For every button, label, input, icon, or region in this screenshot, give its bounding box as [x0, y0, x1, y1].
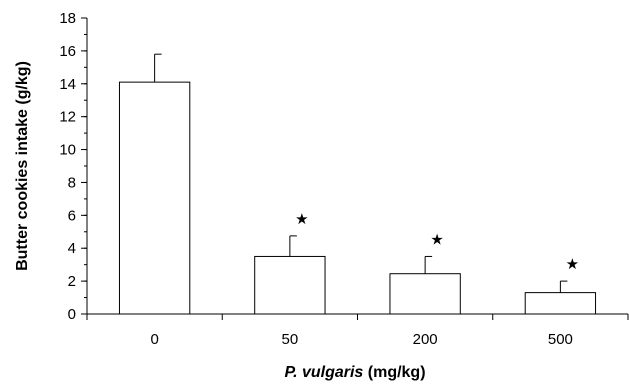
significance-star: ★	[566, 255, 579, 273]
bar	[524, 292, 597, 315]
y-tick-label: 6	[68, 207, 76, 224]
x-tick-label: 50	[282, 331, 299, 348]
y-tick-label: 2	[68, 273, 76, 290]
y-tick-label: 0	[68, 306, 76, 323]
x-axis: 0 50 200 500	[86, 313, 629, 348]
bar	[389, 273, 461, 315]
y-tick-label: 12	[59, 109, 76, 126]
y-tick-label: 16	[59, 43, 76, 60]
y-tick-label: 14	[59, 76, 76, 93]
x-axis-title: P. vulgaris (mg/kg)	[284, 364, 425, 381]
y-tick-label: 18	[59, 10, 76, 27]
x-axis-title-unit: (mg/kg)	[363, 364, 425, 381]
x-tick-label: 0	[150, 331, 158, 348]
y-tick-label: 8	[68, 174, 76, 191]
x-tick-label: 200	[413, 331, 438, 348]
y-tick-label: 10	[59, 142, 76, 159]
bars	[118, 81, 597, 315]
y-tick-label: 4	[68, 240, 76, 257]
significance-star: ★	[295, 210, 308, 228]
significance-markers: ★ ★ ★	[295, 210, 579, 273]
bar	[254, 255, 326, 315]
significance-star: ★	[430, 230, 443, 248]
y-axis-title: Butter cookies intake (g/kg)	[14, 61, 31, 271]
error-bars	[154, 53, 568, 293]
bar	[118, 81, 191, 315]
x-tick-label: 500	[548, 331, 573, 348]
y-axis: 0 2 4 6 8 10 12 14 16 18	[59, 10, 88, 323]
x-axis-title-italic: P. vulgaris	[284, 364, 363, 381]
